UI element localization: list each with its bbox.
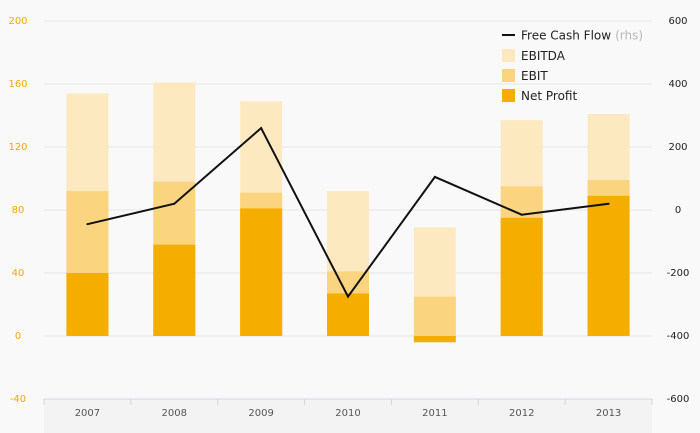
line-point bbox=[607, 202, 610, 205]
legend-axis-note: (rhs) bbox=[615, 29, 643, 43]
legend-item-free-cash-flow: Free Cash Flow (rhs) bbox=[502, 29, 643, 43]
y-right-tick-label: -200 bbox=[667, 268, 690, 279]
x-tick-label: 2009 bbox=[248, 408, 273, 419]
y-left-tick-label: 40 bbox=[12, 268, 25, 279]
bar bbox=[500, 217, 543, 336]
y-axis-left: 200 160 120 80 40 0 -40 bbox=[8, 16, 27, 405]
y-right-tick-label: 400 bbox=[668, 79, 687, 90]
legend: Free Cash Flow (rhs) EBITDA EBIT Net Profit bbox=[502, 29, 643, 103]
x-tick-label: 2007 bbox=[75, 408, 100, 419]
legend-label: Net Profit bbox=[521, 89, 577, 103]
bar bbox=[413, 336, 456, 343]
bar bbox=[327, 293, 369, 336]
legend-swatch bbox=[502, 69, 515, 82]
y-right-tick-label: 0 bbox=[675, 205, 681, 216]
y-axis-right: 600 400 200 0 -200 -400 -600 bbox=[667, 16, 690, 405]
bar bbox=[587, 195, 630, 336]
line-point bbox=[173, 202, 176, 205]
x-tick-label: 2008 bbox=[162, 408, 187, 419]
line-point bbox=[433, 175, 436, 178]
y-right-tick-label: -600 bbox=[667, 394, 690, 405]
legend-item-net-profit: Net Profit bbox=[502, 89, 577, 103]
legend-label: Free Cash Flow (rhs) bbox=[521, 29, 643, 43]
y-left-tick-label: -40 bbox=[10, 394, 26, 405]
bar bbox=[153, 244, 196, 336]
x-axis-band bbox=[44, 399, 652, 433]
line-point bbox=[520, 213, 523, 216]
line-point bbox=[86, 223, 89, 226]
x-tick-label: 2011 bbox=[422, 408, 447, 419]
bar bbox=[413, 296, 456, 336]
legend-item-ebit: EBIT bbox=[502, 69, 548, 83]
x-tick-label: 2013 bbox=[596, 408, 621, 419]
x-tick-label: 2012 bbox=[509, 408, 534, 419]
legend-label: EBIT bbox=[521, 69, 548, 83]
y-right-tick-label: 200 bbox=[668, 142, 687, 153]
y-right-tick-label: 600 bbox=[668, 16, 687, 27]
y-left-tick-label: 200 bbox=[8, 16, 27, 27]
bar bbox=[240, 208, 283, 336]
x-axis: 2007 2008 2009 2010 2011 2012 2013 bbox=[43, 398, 653, 433]
y-right-tick-label: -400 bbox=[667, 331, 690, 342]
y-left-tick-label: 80 bbox=[12, 205, 25, 216]
y-left-tick-label: 120 bbox=[8, 142, 27, 153]
legend-label: EBITDA bbox=[521, 49, 566, 63]
x-tick-label: 2010 bbox=[335, 408, 360, 419]
bar bbox=[66, 273, 109, 336]
legend-swatch bbox=[502, 49, 515, 62]
legend-swatch bbox=[502, 89, 515, 102]
y-left-tick-label: 0 bbox=[15, 331, 21, 342]
y-left-tick-label: 160 bbox=[8, 79, 27, 90]
bar-series-net-profit bbox=[66, 195, 630, 343]
legend-item-ebitda: EBITDA bbox=[502, 49, 566, 63]
line-point bbox=[260, 127, 263, 130]
line-point bbox=[347, 295, 349, 298]
